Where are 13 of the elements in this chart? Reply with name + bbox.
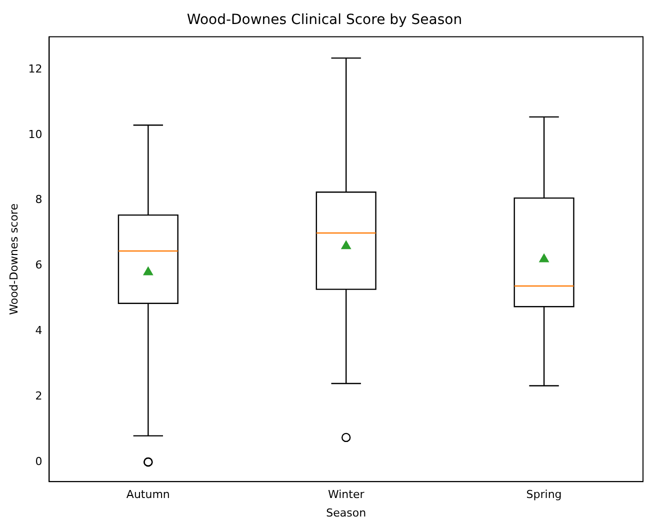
y-tick-label: 12 (28, 62, 42, 76)
x-tick-label: Spring (526, 488, 562, 502)
y-tick-label: 4 (35, 324, 42, 338)
y-tick-label: 6 (35, 258, 42, 272)
x-tick-label: Winter (328, 488, 365, 502)
y-axis-title: Wood-Downes score (7, 203, 20, 315)
y-tick-label: 2 (35, 389, 42, 402)
x-tick-label: Autumn (126, 488, 170, 502)
y-tick-label: 10 (28, 128, 42, 141)
y-tick-label: 0 (35, 454, 42, 468)
x-axis-title: Season (326, 506, 366, 520)
y-tick-label: 8 (35, 193, 42, 206)
chart-title: Wood-Downes Clinical Score by Season (186, 12, 462, 28)
